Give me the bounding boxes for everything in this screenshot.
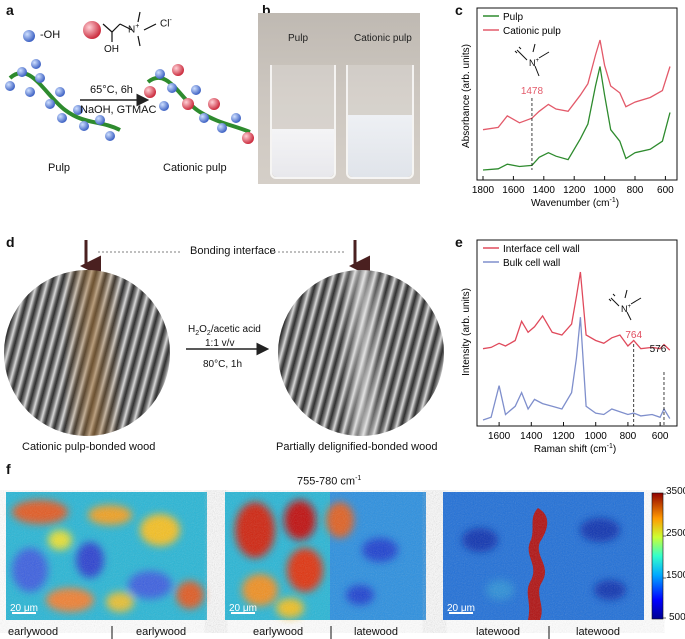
legend-interface-text: Interface cell wall — [503, 244, 580, 255]
ftir-n-label: N+ — [529, 58, 540, 68]
panel-label-a: a — [6, 2, 14, 18]
ftir-xlabel: Wavenumber (cm-1) — [531, 197, 619, 209]
cationic-pulp-fiber — [146, 75, 251, 134]
panel-label-f: f — [6, 461, 11, 477]
raman-chart: Intensity (arb. units) 1600 1400 1200 1000 8… — [461, 239, 678, 455]
legend-cationic-text: Cationic pulp — [503, 26, 561, 37]
raman-tick-label-800: 800 — [620, 431, 637, 442]
colorbar-tick-500: 500 — [669, 612, 685, 623]
gtmac-n-bond — [119, 23, 133, 31]
legend-red-bead — [83, 21, 101, 39]
pulp-label: Pulp — [48, 162, 71, 174]
photo-pulp-label: Pulp — [288, 33, 309, 44]
raman-ammonium-structure — [608, 289, 642, 321]
colorbar-tick-3500: 3500 — [666, 486, 685, 497]
colorbar-ticks — [663, 493, 666, 619]
colorbar-tick-1500: 1500 — [666, 570, 685, 581]
ftir-annotation-1478: 1478 — [521, 86, 544, 97]
ftir-ammonium-structure — [514, 43, 550, 77]
micrograph-cationic-bonded — [4, 270, 170, 436]
treatment-condition: 80°C, 1h — [203, 359, 243, 370]
legend-bulk-text: Bulk cell wall — [503, 258, 560, 269]
raman-ylabel: Intensity (arb. units) — [461, 288, 472, 376]
raman-tick-label-1000: 1000 — [585, 431, 608, 442]
panel-label-e: e — [455, 234, 463, 250]
reaction-condition-top: 65°C, 6h — [90, 84, 133, 96]
legend-blue-bead — [23, 30, 35, 42]
map2-left-region: earlywood — [253, 626, 304, 638]
pulp-beaker — [270, 65, 336, 179]
raman-tick-label-1600: 1600 — [488, 431, 511, 442]
raman-map-3 — [443, 492, 644, 620]
micrograph-delignified-bonded — [278, 270, 444, 436]
raman-tick-label-1400: 1400 — [520, 431, 543, 442]
ftir-chart: Absorbance (arb. units) 1800 1600 1400 1200… — [461, 7, 678, 209]
panel-label-d: d — [6, 234, 15, 250]
gtmac-methyl-3 — [137, 35, 141, 47]
map2-right-region: latewood — [354, 626, 399, 638]
raman-annotation-576: 576 — [650, 344, 667, 355]
raman-plot-frame — [476, 239, 678, 427]
raman-series-interface — [482, 271, 671, 351]
photo-cationic-label: Cationic pulp — [354, 33, 412, 44]
scalebar-label-1: 20 μm — [10, 603, 38, 614]
raman-map-title: 755-780 cm-1 — [297, 475, 362, 488]
treatment-reagent: H2O2/acetic acid — [188, 324, 261, 337]
raman-xlabel: Raman shift (cm-1) — [534, 443, 616, 455]
treatment-ratio: 1:1 v/v — [205, 338, 235, 349]
map3-right-region: latewood — [576, 626, 621, 638]
micrograph-right-label: Partially delignified-bonded wood — [276, 441, 438, 453]
raman-map-1 — [6, 492, 207, 620]
map1-right-region: earlywood — [136, 626, 187, 638]
ftir-tick-label-1400: 1400 — [533, 185, 556, 196]
map1-left-region: earlywood — [8, 626, 59, 638]
gtmac-skeleton — [102, 23, 121, 33]
ftir-plot-frame — [476, 7, 678, 181]
beaker-photo: Pulp Cationic pulp — [258, 13, 420, 184]
cationic-pulp-beaker — [346, 65, 414, 179]
raman-maps — [6, 492, 666, 639]
scalebar-label-2: 20 μm — [229, 603, 257, 614]
raman-n-label: N+ — [621, 304, 632, 314]
micrograph-left-label: Cationic pulp-bonded wood — [22, 441, 156, 453]
cationic-pulp-label: Cationic pulp — [163, 162, 227, 174]
panel-d-arrows — [80, 240, 370, 356]
ftir-tick-label-1600: 1600 — [502, 185, 525, 196]
ftir-tick-label-600: 600 — [657, 185, 674, 196]
legend-oh-label: -OH — [40, 29, 61, 41]
gtmac-methyl-1 — [137, 11, 141, 23]
ftir-ylabel: Absorbance (arb. units) — [461, 44, 472, 148]
ftir-tick-label-800: 800 — [627, 185, 644, 196]
raman-map-2 — [225, 492, 426, 620]
pulp-beads — [5, 59, 115, 141]
ftir-tick-label-1000: 1000 — [593, 185, 616, 196]
raman-tick-label-1200: 1200 — [552, 431, 575, 442]
gtmac-methyl-2 — [143, 23, 157, 31]
ftir-tick-label-1800: 1800 — [472, 185, 495, 196]
ftir-series-cationic — [482, 39, 671, 131]
raman-series-bulk — [482, 317, 671, 421]
ftir-series-pulp — [482, 66, 671, 171]
panel-label-b: b — [262, 2, 271, 18]
raman-tick-label-600: 600 — [652, 431, 669, 442]
scalebar-label-3: 20 μm — [447, 603, 475, 614]
gtmac-n-label: N+ — [128, 23, 140, 36]
legend-pulp-text: Pulp — [503, 12, 523, 23]
colorbar — [651, 492, 664, 620]
colorbar-tick-2500: 2500 — [666, 528, 685, 539]
panel-a-scheme — [5, 11, 254, 144]
reaction-condition-bottom: NaOH, GTMAC — [80, 104, 157, 116]
map3-left-region: latewood — [476, 626, 521, 638]
gtmac-cl-label: Cl- — [160, 17, 172, 30]
gtmac-oh-label: OH — [104, 44, 119, 55]
ftir-tick-label-1200: 1200 — [563, 185, 586, 196]
raman-annotation-764: 764 — [625, 330, 642, 341]
bonding-interface-label: Bonding interface — [190, 245, 276, 257]
panel-label-c: c — [455, 2, 463, 18]
cationic-beads — [144, 64, 254, 144]
